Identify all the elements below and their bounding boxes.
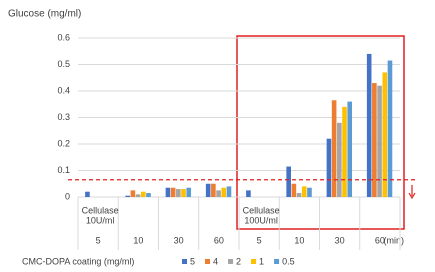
bar bbox=[286, 166, 291, 197]
x-tick-label: 60 bbox=[375, 235, 385, 245]
y-tick-label: 0.2 bbox=[57, 138, 70, 148]
bar bbox=[140, 191, 146, 197]
bar bbox=[216, 190, 221, 197]
group-label: Cellulase bbox=[82, 205, 119, 215]
legend-title: CMC-DOPA coating (mg/ml) bbox=[22, 256, 134, 266]
legend-label: 4 bbox=[213, 256, 218, 266]
bar bbox=[342, 106, 347, 197]
bar bbox=[307, 187, 312, 197]
legend-swatch bbox=[274, 259, 280, 264]
legend-label: 5 bbox=[190, 256, 195, 266]
bar bbox=[331, 100, 337, 197]
x-tick-label: 10 bbox=[294, 235, 304, 245]
bar bbox=[205, 183, 211, 197]
bar bbox=[296, 193, 302, 197]
group-label: 10U/ml bbox=[86, 215, 115, 225]
bar bbox=[246, 190, 251, 197]
bar bbox=[135, 194, 141, 197]
bar bbox=[347, 101, 353, 197]
y-tick-label: 0.6 bbox=[57, 32, 70, 42]
x-tick-label: 5 bbox=[96, 235, 101, 245]
bar bbox=[146, 193, 151, 197]
legend-label: 2 bbox=[236, 256, 241, 266]
legend-swatch bbox=[182, 259, 187, 264]
bar bbox=[301, 186, 307, 197]
y-axis-label: Glucose (mg/ml) bbox=[8, 9, 81, 20]
x-tick-label: 10 bbox=[133, 235, 143, 245]
x-tick-label: 30 bbox=[335, 235, 345, 245]
legend-swatch bbox=[228, 259, 234, 264]
bar bbox=[170, 187, 176, 197]
bar bbox=[382, 72, 388, 197]
y-tick-label: 0.4 bbox=[57, 85, 70, 95]
highlight-box bbox=[236, 35, 405, 230]
y-tick-label: 0 bbox=[65, 191, 70, 201]
bar bbox=[85, 191, 90, 197]
group-label: 100U/ml bbox=[244, 215, 278, 225]
bar bbox=[176, 189, 181, 197]
arrow-head bbox=[408, 192, 416, 200]
bar bbox=[226, 186, 232, 197]
bar bbox=[366, 53, 372, 198]
bar bbox=[165, 187, 171, 197]
bar bbox=[337, 122, 342, 197]
bar bbox=[130, 190, 136, 197]
bar bbox=[186, 187, 192, 197]
bar bbox=[221, 187, 227, 197]
bar bbox=[291, 183, 297, 197]
y-tick-label: 0.3 bbox=[57, 112, 70, 122]
bar bbox=[326, 138, 332, 197]
bar bbox=[125, 195, 130, 197]
bar bbox=[387, 60, 393, 198]
x-tick-label: 5 bbox=[257, 235, 262, 245]
y-tick-label: 0.1 bbox=[57, 165, 70, 175]
bar bbox=[211, 183, 216, 197]
group-label: Cellulase bbox=[243, 205, 280, 215]
x-tick-label: 30 bbox=[174, 235, 184, 245]
bar bbox=[377, 85, 382, 197]
x-tick-label: 60 bbox=[214, 235, 224, 245]
x-unit: (min) bbox=[384, 235, 405, 245]
bar bbox=[181, 189, 186, 197]
legend-swatch bbox=[205, 259, 211, 264]
legend-label: 1 bbox=[259, 256, 264, 266]
legend-label: 0.5 bbox=[282, 256, 295, 266]
y-tick-label: 0.5 bbox=[57, 59, 70, 69]
bar bbox=[372, 83, 377, 197]
legend-swatch bbox=[251, 259, 257, 264]
